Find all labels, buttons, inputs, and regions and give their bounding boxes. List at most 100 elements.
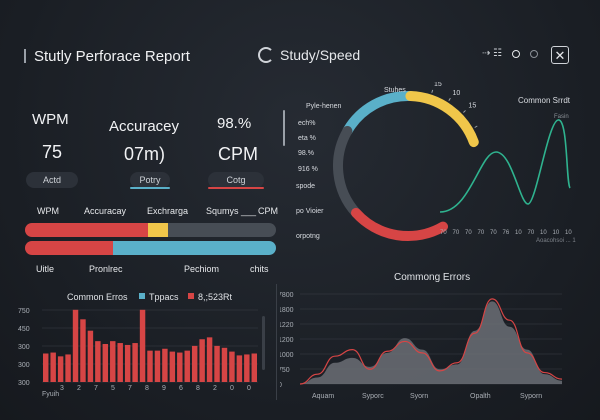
bar-13 [139, 309, 146, 382]
metric-pill-accuracy[interactable]: Potry [130, 172, 170, 188]
gauge-tick-mark-3 [474, 125, 478, 128]
bar-21 [199, 339, 205, 382]
close-icon: ✕ [554, 47, 566, 63]
trend-xtick-7: 70 [528, 230, 535, 236]
gauge-left-label-4: 916 % [298, 166, 318, 173]
gauge-left-label-5: spode [296, 183, 316, 190]
bar-11 [124, 344, 131, 382]
trend-xtick-2: 70 [465, 230, 472, 236]
progress-footer-problem: Pronlrec [89, 264, 123, 274]
bar-18 [177, 352, 183, 382]
bar-xtick-4: 7 [128, 385, 132, 392]
trend-xtick-4: 70 [490, 230, 497, 236]
bar-xtick-11: 0 [247, 385, 251, 392]
bar-ytick-2: 300 [18, 344, 30, 351]
center-title: Study/Speed [258, 47, 360, 63]
progress-header-accuracy: Accuracay [84, 206, 127, 216]
progress-header-exchange: Exchrarga [147, 206, 189, 216]
bar-xtick-3: 5 [111, 385, 115, 392]
progress-header-wpm: WPM [37, 206, 59, 216]
progress-header-cpm: CPM [258, 206, 278, 216]
bar-xtick-0: 3 [60, 385, 64, 392]
area-ytick-3: 1200 [280, 337, 294, 344]
legend-swatch-1 [139, 293, 145, 299]
bar-xtick-10: 0 [230, 385, 234, 392]
metric-pill-wpm[interactable]: Actd [26, 172, 78, 188]
gauge-left-label-6: po Vioier [296, 208, 324, 215]
title-accent [24, 49, 26, 63]
gauge-tick-mark-1 [448, 97, 451, 101]
bar-xtick-5: 8 [145, 385, 149, 392]
gauge-top-label: Stuhes [384, 87, 406, 94]
bar-chart-scrollbar[interactable] [262, 316, 265, 370]
trend-line [439, 119, 571, 213]
bar-16 [162, 348, 168, 382]
gauge-tick-mark-0 [431, 89, 434, 93]
bar-15 [154, 350, 161, 382]
bar-ytick-0: 750 [18, 308, 30, 315]
gauge-left-label-1: ech% [298, 120, 316, 127]
trend-xtick-3: 70 [478, 230, 485, 236]
bar-5 [80, 319, 86, 382]
trend-xtick-5: 76 [503, 230, 510, 236]
area-chart-title: Commong Errors [394, 272, 470, 283]
bar-22 [206, 337, 213, 382]
metric-pill-accuracy-underline [130, 187, 170, 189]
progress-footer-chits: chits [250, 264, 269, 274]
progress-footer-title: Uitle [36, 264, 55, 274]
gauge-tick-1: 10 [453, 90, 461, 97]
gauge-left-label-3: 98.% [298, 150, 314, 157]
legend-swatch-2 [188, 293, 194, 299]
bar-17 [169, 351, 176, 382]
bar-25 [229, 351, 235, 382]
bar-xtick-7: 6 [179, 385, 183, 392]
bar-26 [236, 355, 243, 382]
area-xtick-4: Syporn [520, 393, 542, 400]
gauge-segment-blue [342, 91, 416, 136]
close-button[interactable]: ✕ [551, 46, 569, 64]
dot-icon[interactable] [530, 49, 539, 58]
trend-title: Common Srrdt [518, 96, 571, 105]
metric-pill-cpm[interactable]: Cotg [208, 172, 264, 188]
bar-8 [102, 344, 109, 382]
metric-label-percent: 98.% [217, 115, 252, 132]
bar-23 [214, 345, 220, 382]
gauge-segment-red [350, 207, 448, 241]
area-ytick-0: 7800 [280, 292, 294, 299]
gauge-segment-yellow [405, 91, 479, 148]
scrollbar-top[interactable] [283, 110, 285, 146]
gauge-segment-gray [333, 126, 361, 218]
bar-0 [43, 353, 49, 382]
bar-10 [117, 343, 123, 382]
bar-2 [57, 356, 64, 382]
common-errors-area-chart: Commong Errors 780018001220120010007500 … [280, 272, 563, 400]
bar-20 [191, 345, 198, 382]
bar-xtick-6: 9 [162, 385, 166, 392]
gauge-left-label-7: orpotng [296, 233, 320, 240]
gauge-tick-0: 15 [434, 82, 442, 88]
settings-sliders-icon[interactable]: ⇢ ☷ [482, 48, 503, 59]
page-title: Stutly Perforace Report [34, 48, 190, 65]
bar-4 [72, 309, 79, 382]
metric-pill-cpm-underline [208, 187, 264, 189]
bar-xtick-2: 7 [94, 385, 98, 392]
area-xtick-1: Syporc [362, 393, 384, 400]
metric-value-wpm: 75 [42, 142, 63, 162]
circle-icon[interactable] [512, 49, 521, 58]
trend-xtick-6: 10 [515, 230, 522, 236]
gauge-tick-mark-2 [463, 110, 466, 113]
gauge-tick-2: 15 [468, 103, 476, 110]
trend-sublabel: Fasin [554, 114, 569, 120]
bar-24 [221, 347, 228, 382]
metric-label-wpm: WPM [32, 111, 69, 128]
bar-12 [132, 343, 138, 382]
progress-bar-2 [25, 241, 276, 255]
trend-xtick-1: 70 [453, 230, 460, 236]
bar-xtick-1: 2 [77, 385, 81, 392]
progress-bar-1 [25, 223, 276, 237]
bar-ytick-1: 450 [18, 326, 30, 333]
bar-27 [244, 354, 250, 382]
bar-xtick-8: 8 [196, 385, 200, 392]
area-line [299, 298, 563, 385]
bar-ytick-3: 300 [18, 362, 30, 369]
